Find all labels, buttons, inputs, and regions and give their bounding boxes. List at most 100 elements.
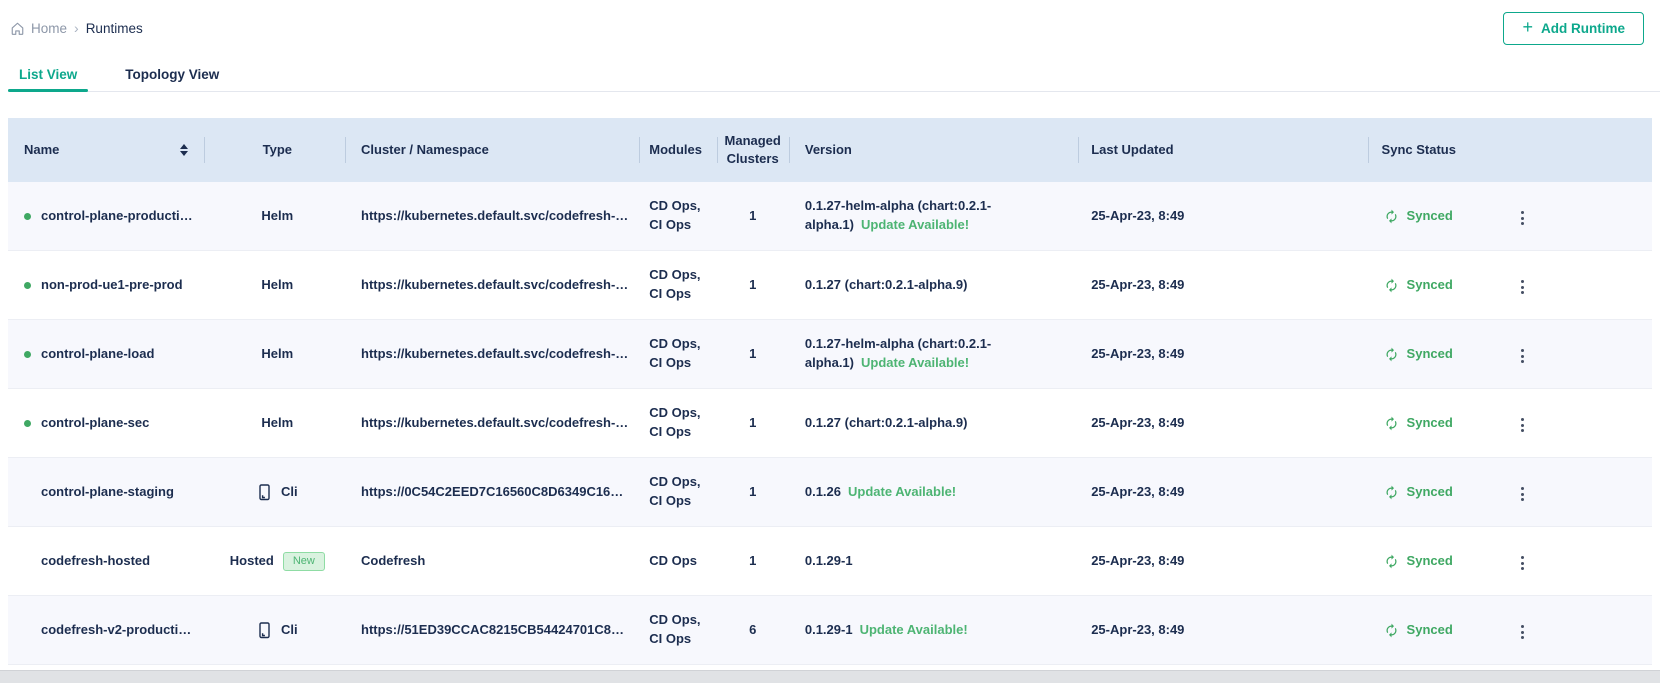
table-row: control-plane-staging Cli https://0C54C2… — [8, 458, 1652, 527]
last-updated-cell: 25-Apr-23, 8:49 — [1078, 458, 1368, 527]
modules-cell: CD Ops, CI Ops — [639, 458, 717, 527]
runtime-name-link[interactable]: control-plane-load — [41, 345, 155, 361]
tab-list-view-label: List View — [19, 67, 78, 82]
cluster-url: https://kubernetes.default.svc/codefresh… — [361, 414, 630, 430]
sync-status-label: Synced — [1406, 552, 1453, 568]
modules-cell: CD Ops, CI Ops — [639, 320, 717, 389]
runtime-type-label: Helm — [261, 207, 294, 223]
version-cell: 0.1.27-helm-alpha (chart:0.2.1-alpha.1) U… — [788, 182, 1079, 251]
runtimes-table-container: Name Type Cluster / Namespace Modules Ma… — [8, 118, 1652, 665]
row-actions-menu-button[interactable] — [1513, 481, 1532, 507]
runtime-type-label: Cli — [281, 483, 298, 499]
runtime-name-link[interactable]: codefresh-v2-production — [41, 621, 194, 637]
cluster-cell: https://kubernetes.default.svc/codefresh… — [345, 320, 640, 389]
name-cell: control-plane-staging — [8, 458, 204, 527]
actions-cell — [1507, 320, 1652, 389]
managed-clusters-cell: 1 — [716, 182, 789, 251]
row-actions-menu-button[interactable] — [1513, 412, 1532, 438]
column-header-cluster: Cluster / Namespace — [345, 118, 640, 182]
sync-icon — [1384, 416, 1399, 431]
breadcrumb: Home › Runtimes — [10, 20, 143, 36]
last-updated-label: 25-Apr-23, 8:49 — [1091, 483, 1185, 499]
table-row: control-plane-load Helm https://kubernet… — [8, 320, 1652, 389]
runtime-status-dot — [24, 281, 31, 289]
row-actions-menu-button[interactable] — [1513, 619, 1532, 645]
tab-topology-view[interactable]: Topology View — [114, 58, 230, 91]
name-cell: non-prod-ue1-pre-prod — [8, 251, 204, 320]
managed-clusters-cell: 6 — [716, 596, 789, 665]
runtime-name-link[interactable]: codefresh-hosted — [41, 552, 151, 568]
actions-cell — [1507, 458, 1652, 527]
add-runtime-button[interactable]: + Add Runtime — [1503, 11, 1644, 45]
table-row: codefresh-hosted Hosted New Codefresh CD… — [8, 527, 1652, 596]
row-actions-menu-button[interactable] — [1513, 274, 1532, 300]
plus-icon: + — [1522, 17, 1533, 37]
managed-clusters-count: 1 — [749, 552, 757, 568]
sync-status-cell: Synced — [1367, 389, 1508, 458]
runtimes-table-body: control-plane-production Helm https://ku… — [8, 182, 1652, 665]
modules-cell: CD Ops, CI Ops — [639, 389, 717, 458]
managed-clusters-count: 1 — [749, 345, 757, 361]
last-updated-label: 25-Apr-23, 8:49 — [1091, 345, 1185, 361]
managed-clusters-cell: 1 — [716, 458, 789, 527]
version-label: 0.1.27 (chart:0.2.1-alpha.9) — [804, 276, 968, 292]
type-cell: Helm — [203, 320, 345, 389]
tab-topology-view-label: Topology View — [125, 67, 220, 82]
last-updated-label: 25-Apr-23, 8:49 — [1091, 276, 1185, 292]
last-updated-cell: 25-Apr-23, 8:49 — [1078, 596, 1368, 665]
cluster-url: https://kubernetes.default.svc/codefresh… — [361, 276, 630, 292]
last-updated-cell: 25-Apr-23, 8:49 — [1078, 251, 1368, 320]
sort-icon[interactable] — [179, 144, 188, 156]
sync-status-cell: Synced — [1367, 320, 1508, 389]
cluster-url: Codefresh — [361, 552, 426, 568]
runtime-type-label: Cli — [281, 621, 298, 637]
breadcrumb-home-link[interactable]: Home — [10, 21, 67, 36]
column-header-modules: Modules — [639, 118, 717, 182]
tab-list-view[interactable]: List View — [8, 58, 89, 92]
cluster-url: https://kubernetes.default.svc/codefresh… — [361, 207, 630, 223]
runtime-type-label: Helm — [261, 345, 294, 361]
update-available-link[interactable]: Update Available! — [860, 355, 970, 370]
type-cell: Helm — [203, 251, 345, 320]
runtime-type-label: Hosted — [229, 552, 274, 568]
modules-label: CD Ops, CI Ops — [649, 267, 701, 301]
cluster-cell: https://kubernetes.default.svc/codefresh… — [345, 389, 640, 458]
update-available-link[interactable]: Update Available! — [859, 621, 968, 637]
managed-clusters-cell: 1 — [716, 527, 789, 596]
breadcrumb-home-label[interactable]: Home — [31, 20, 68, 36]
column-header-name-label: Name — [24, 141, 60, 157]
name-cell: control-plane-sec — [8, 389, 204, 458]
modules-label: CD Ops, CI Ops — [649, 474, 701, 508]
actions-cell — [1507, 596, 1652, 665]
modules-label: CD Ops, CI Ops — [649, 198, 701, 232]
managed-clusters-cell: 1 — [716, 389, 789, 458]
last-updated-cell: 25-Apr-23, 8:49 — [1078, 182, 1368, 251]
runtime-status-dot — [24, 350, 31, 358]
row-actions-menu-button[interactable] — [1513, 205, 1532, 231]
runtime-type-label: Helm — [261, 276, 294, 292]
runtime-name-link[interactable]: non-prod-ue1-pre-prod — [41, 276, 183, 292]
modules-cell: CD Ops, CI Ops — [639, 251, 717, 320]
bottom-scroll-area[interactable] — [0, 670, 1660, 683]
name-cell: control-plane-load — [8, 320, 204, 389]
modules-label: CD Ops, CI Ops — [649, 336, 701, 370]
page-title: Runtimes — [85, 20, 143, 36]
row-actions-menu-button[interactable] — [1513, 343, 1532, 369]
runtime-name-link[interactable]: control-plane-sec — [41, 414, 150, 430]
update-available-link[interactable]: Update Available! — [848, 483, 957, 499]
last-updated-label: 25-Apr-23, 8:49 — [1091, 414, 1185, 430]
version-cell: 0.1.27 (chart:0.2.1-alpha.9) — [788, 251, 1079, 320]
cluster-cell: https://kubernetes.default.svc/codefresh… — [345, 251, 640, 320]
modules-cell: CD Ops, CI Ops — [639, 182, 717, 251]
sync-status-cell: Synced — [1367, 596, 1508, 665]
sync-status-label: Synced — [1406, 483, 1453, 499]
sync-status-label: Synced — [1406, 621, 1453, 637]
column-header-sync-status: Sync Status — [1367, 118, 1508, 182]
last-updated-cell: 25-Apr-23, 8:49 — [1078, 527, 1368, 596]
runtime-name-link[interactable]: control-plane-staging — [41, 483, 174, 499]
update-available-link[interactable]: Update Available! — [860, 217, 970, 232]
version-cell: 0.1.27-helm-alpha (chart:0.2.1-alpha.1) U… — [788, 320, 1079, 389]
runtime-name-link[interactable]: control-plane-production — [41, 207, 194, 223]
row-actions-menu-button[interactable] — [1513, 550, 1532, 576]
version-cell: 0.1.26 Update Available! — [788, 458, 1079, 527]
